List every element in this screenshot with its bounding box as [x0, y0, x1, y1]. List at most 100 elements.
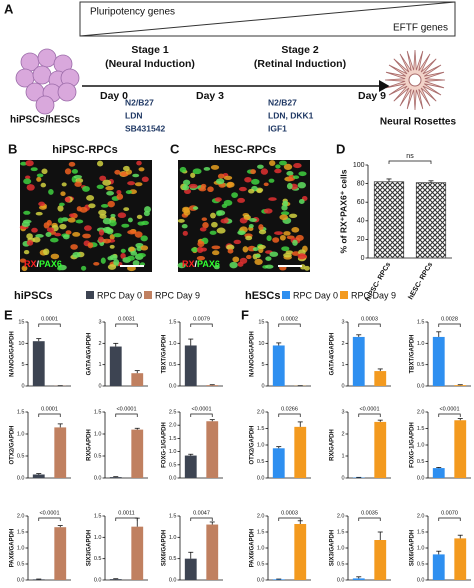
x-tick-label: hESC- RPCs: [407, 261, 434, 301]
y-tick-label: 1.0: [417, 442, 425, 448]
cell-nucleus: [298, 171, 307, 177]
cell-nucleus: [50, 253, 60, 260]
significance-bracket: [38, 413, 61, 417]
cell-nucleus: [279, 214, 288, 221]
cell-nucleus: [265, 256, 272, 261]
y-axis-label: % of RX⁺PAX6⁺ cells: [338, 169, 348, 253]
cell-nucleus: [217, 173, 225, 179]
y-tick-label: 0: [361, 255, 365, 262]
cell-nucleus: [292, 175, 300, 180]
gene-label: Pluripotency genes: [90, 7, 175, 18]
cell-nucleus: [126, 255, 135, 261]
cell-nucleus: [198, 187, 207, 192]
cell-nucleus: [295, 234, 304, 241]
y-tick-label: 1.0: [257, 545, 265, 551]
cell-nucleus: [84, 225, 92, 231]
significance-bracket: [115, 517, 138, 521]
y-tick-label: 2.0: [169, 423, 177, 429]
y-tick-label: 1.5: [417, 426, 425, 432]
reagent: SB431542: [125, 123, 165, 133]
y-tick-label: 2: [341, 431, 344, 437]
cell-nucleus: [269, 160, 276, 167]
significance-bracket: [358, 413, 381, 417]
bar: [432, 336, 445, 386]
legend-swatch: [282, 291, 290, 299]
bar: [272, 345, 285, 386]
cell-nucleus: [21, 265, 28, 272]
y-tick-label: 2: [341, 341, 344, 347]
cell-nucleus: [257, 164, 264, 169]
cell-nucleus: [263, 208, 273, 214]
cell-nucleus: [136, 160, 142, 166]
y-tick-label: 100: [353, 162, 365, 169]
bar: [374, 540, 387, 580]
y-tick-label: 0.0: [337, 577, 345, 583]
cell-nucleus: [237, 197, 246, 203]
cell-nucleus: [291, 226, 300, 233]
cell-nucleus: [25, 160, 34, 167]
cell-nucleus: [120, 252, 126, 260]
cell-nucleus: [32, 236, 41, 243]
y-axis-label: RX/GAPDH: [330, 429, 336, 461]
cell-nucleus: [120, 248, 126, 254]
y-tick-label: 10: [18, 341, 24, 347]
cell-nucleus: [31, 227, 38, 233]
cell-nucleus: [283, 252, 292, 258]
cell-nucleus: [137, 221, 145, 226]
y-tick-label: 2.0: [417, 513, 425, 519]
cell-nucleus: [238, 186, 247, 192]
stain-sep: /: [37, 259, 40, 269]
cell-nucleus: [256, 188, 263, 194]
y-tick-label: 1: [341, 453, 344, 459]
y-tick-label: 2.0: [257, 409, 265, 415]
significance-bracket: [190, 413, 213, 417]
p-value: <0.0001: [39, 510, 59, 516]
cell-nucleus: [275, 164, 281, 169]
cell-nucleus: [188, 183, 198, 189]
cell-nucleus: [182, 206, 190, 211]
bar: [184, 455, 197, 478]
p-value: ns: [406, 153, 414, 160]
gene-label: EFTF genes: [393, 23, 448, 34]
cell-nucleus: [121, 223, 130, 228]
cell-nucleus: [213, 264, 220, 270]
cell-nucleus: [109, 244, 115, 249]
bar: [294, 426, 307, 478]
y-tick-label: 1.0: [417, 545, 425, 551]
cell-nucleus: [60, 191, 66, 197]
cell-nucleus: [242, 246, 249, 253]
cell-nucleus: [257, 244, 266, 250]
cell-nucleus: [220, 218, 229, 224]
cell-nucleus: [43, 222, 50, 229]
y-tick-label: 0.0: [169, 383, 177, 389]
cell-nucleus: [35, 211, 43, 216]
gene-divider: [79, 1, 456, 37]
cell-nucleus: [144, 206, 151, 213]
panel-label: E: [4, 307, 13, 322]
cell-nucleus: [57, 205, 64, 212]
cell-nucleus: [75, 219, 84, 224]
cell-nucleus: [127, 217, 133, 223]
p-value: 0.0047: [193, 510, 210, 516]
significance-bracket: [358, 517, 381, 521]
cell-nucleus: [129, 246, 135, 252]
cell-nucleus: [196, 246, 204, 254]
cell-nucleus: [192, 206, 199, 210]
cell-nucleus: [74, 181, 82, 187]
cell-nucleus: [232, 256, 240, 263]
cell-nucleus: [272, 237, 280, 243]
cell-nucleus: [214, 197, 222, 202]
cell-nucleus: [109, 254, 118, 261]
cell-nucleus: [280, 211, 290, 216]
cell-nucleus: [82, 185, 90, 192]
cell-nucleus: [110, 213, 116, 218]
p-value: 0.0035: [361, 510, 378, 516]
cell-nucleus: [62, 234, 70, 240]
cell-nucleus: [99, 175, 107, 181]
panel-title: hESCs: [245, 290, 280, 302]
cell-nucleus: [248, 188, 255, 194]
cell-nucleus: [293, 163, 302, 169]
bar: [272, 579, 285, 580]
cell-nucleus: [86, 194, 95, 201]
legend-label: RPC Day 9: [351, 290, 396, 300]
